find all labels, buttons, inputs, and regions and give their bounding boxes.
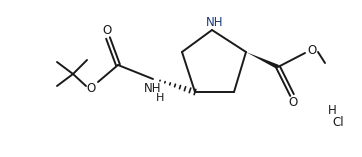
Text: O: O: [102, 24, 111, 36]
Text: H: H: [156, 93, 164, 103]
Text: O: O: [87, 81, 96, 95]
Text: O: O: [307, 43, 317, 57]
Polygon shape: [246, 52, 279, 69]
Text: NH: NH: [206, 16, 224, 29]
Text: H: H: [328, 103, 336, 116]
Text: Cl: Cl: [332, 116, 344, 128]
Text: O: O: [289, 97, 298, 109]
Text: NH: NH: [144, 82, 162, 95]
